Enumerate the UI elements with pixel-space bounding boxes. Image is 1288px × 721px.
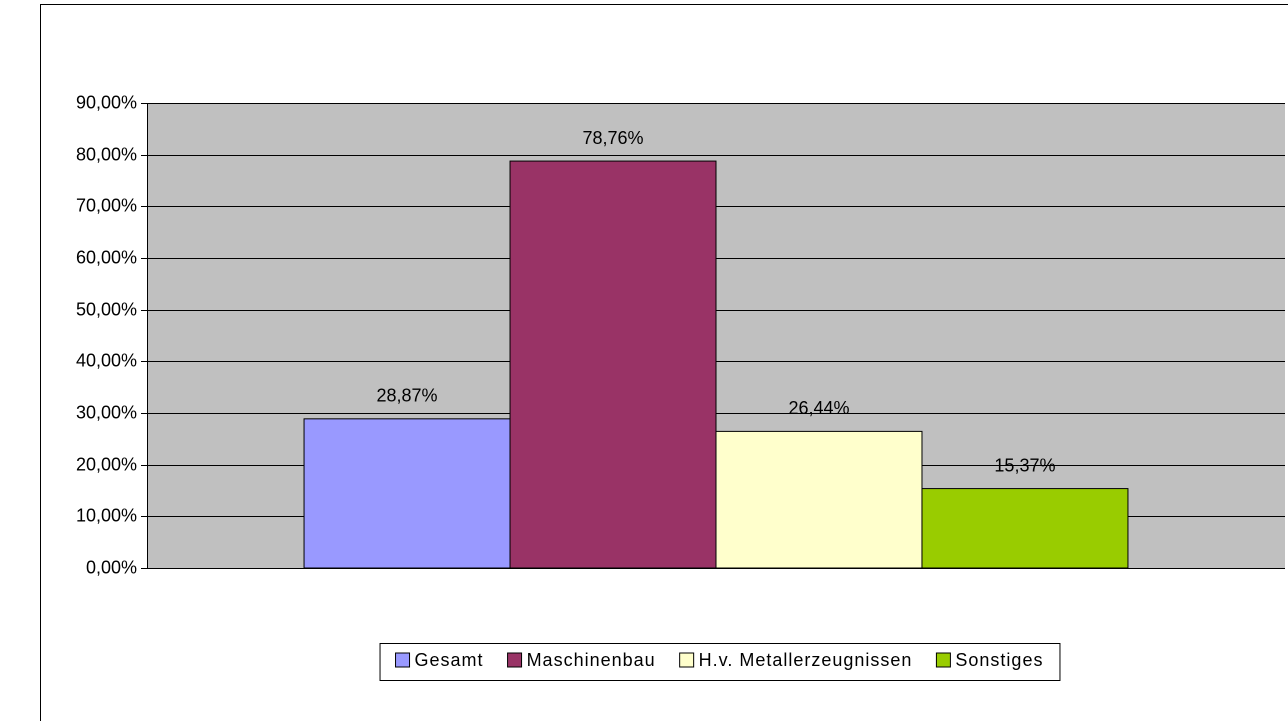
y-tick-label: 10,00% (76, 505, 137, 525)
y-tick-label: 40,00% (76, 350, 137, 370)
legend-label: H.v. Metallerzeugnissen (699, 650, 913, 670)
y-tick-label: 70,00% (76, 195, 137, 215)
y-tick-label: 50,00% (76, 299, 137, 319)
data-label: 78,76% (582, 128, 643, 148)
bar (921, 488, 1129, 569)
data-label: 15,37% (994, 455, 1055, 475)
legend-swatch (679, 652, 695, 668)
legend-label: Sonstiges (955, 650, 1043, 670)
legend-label: Maschinenbau (527, 650, 656, 670)
y-tick-label: 60,00% (76, 247, 137, 267)
bar (303, 418, 511, 569)
y-tick-label: 0,00% (86, 557, 137, 577)
legend-swatch (507, 652, 523, 668)
y-tick-label: 90,00% (76, 92, 137, 112)
y-tick-label: 30,00% (76, 402, 137, 422)
legend-swatch (935, 652, 951, 668)
data-label: 28,87% (377, 386, 438, 406)
legend-swatch (395, 652, 411, 668)
legend-label: Gesamt (415, 650, 484, 670)
bar (715, 430, 923, 569)
y-tick-label: 20,00% (76, 454, 137, 474)
y-tick-label: 80,00% (76, 144, 137, 164)
bar (509, 160, 717, 569)
data-label: 26,44% (788, 398, 849, 418)
